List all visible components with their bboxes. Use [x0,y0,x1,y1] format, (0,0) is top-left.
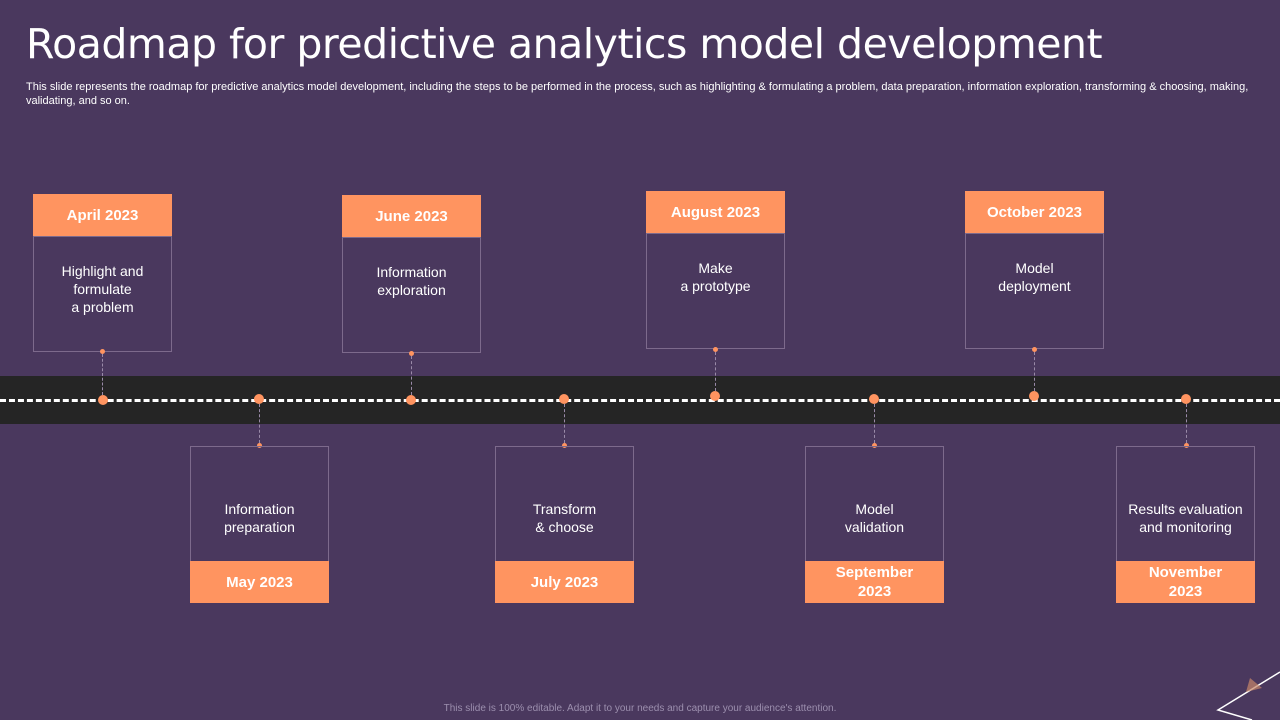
milestone-date: November 2023 [1116,561,1255,603]
timeline-node [1029,391,1039,401]
milestone-description: Highlight and formulate a problem [33,236,172,352]
connector-line [411,356,412,395]
milestone-date: May 2023 [190,561,329,603]
connector-line [259,404,260,443]
timeline-node [98,395,108,405]
milestone-description: Information preparation [190,446,329,562]
milestone-description: Information exploration [342,237,481,353]
connector-dot [257,443,262,448]
connector-dot [713,347,718,352]
milestone-date: July 2023 [495,561,634,603]
milestone-description: Make a prototype [646,233,785,349]
footer-note: This slide is 100% editable. Adapt it to… [443,703,837,714]
connector-line [564,404,565,443]
connector-line [1034,352,1035,391]
timeline-node [869,394,879,404]
connector-dot [409,351,414,356]
connector-line [874,404,875,443]
milestone-date: October 2023 [965,191,1104,233]
milestone-description: Results evaluation and monitoring [1116,446,1255,562]
timeline-node [710,391,720,401]
connector-line [715,352,716,391]
page-subtitle: This slide represents the roadmap for pr… [26,81,1249,107]
timeline-node [559,394,569,404]
milestone-date: August 2023 [646,191,785,233]
connector-dot [100,349,105,354]
milestone-date: April 2023 [33,194,172,236]
milestone-description: Model deployment [965,233,1104,349]
milestone-description: Transform & choose [495,446,634,562]
connector-dot [1184,443,1189,448]
milestone-date: September 2023 [805,561,944,603]
connector-dot [1032,347,1037,352]
milestone-date: June 2023 [342,195,481,237]
timeline-node [1181,394,1191,404]
connector-dot [872,443,877,448]
page-title: Roadmap for predictive analytics model d… [26,20,1103,68]
corner-decoration-icon [1216,671,1280,720]
timeline-node [406,395,416,405]
road-center-dashes [0,399,1280,402]
timeline-node [254,394,264,404]
connector-dot [562,443,567,448]
connector-line [102,354,103,395]
milestone-description: Model validation [805,446,944,562]
connector-line [1186,404,1187,443]
